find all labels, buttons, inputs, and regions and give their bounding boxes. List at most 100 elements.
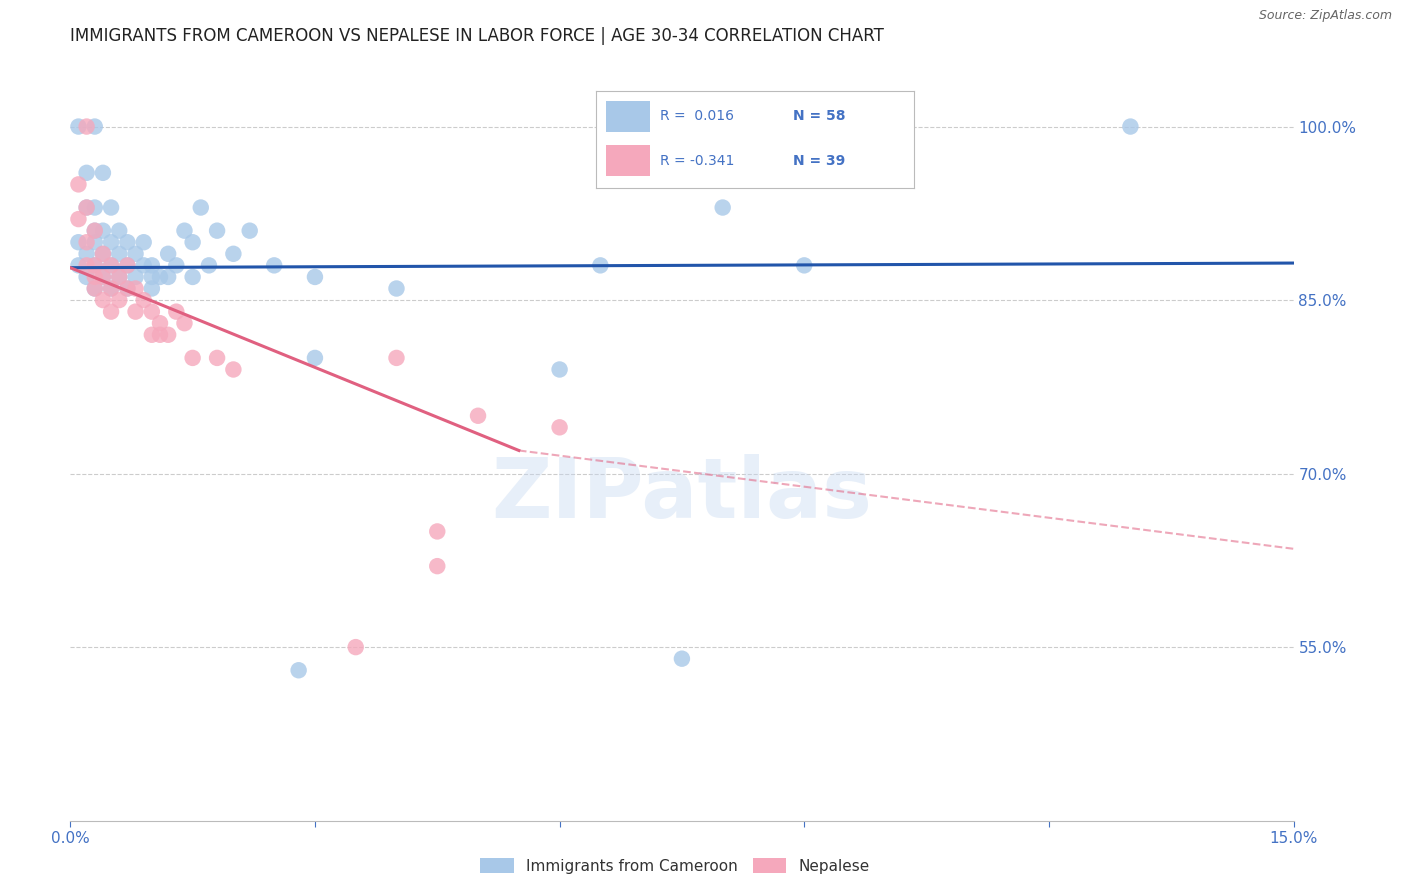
Text: Source: ZipAtlas.com: Source: ZipAtlas.com	[1258, 9, 1392, 22]
Point	[141, 281, 163, 295]
Point	[205, 351, 228, 365]
Point	[91, 247, 114, 261]
Point	[132, 293, 155, 307]
Point	[76, 259, 98, 273]
Point	[67, 212, 90, 227]
Point	[108, 269, 131, 284]
Point	[711, 201, 734, 215]
Point	[385, 281, 408, 295]
Point	[91, 293, 114, 307]
Point	[132, 235, 155, 250]
Point	[181, 235, 204, 250]
Point	[385, 351, 408, 365]
Point	[117, 259, 139, 273]
Point	[165, 259, 187, 273]
Point	[124, 269, 146, 284]
Point	[83, 201, 105, 215]
Point	[205, 224, 228, 238]
Point	[141, 327, 163, 342]
Point	[190, 201, 212, 215]
Point	[589, 259, 612, 273]
Point	[426, 559, 449, 574]
Point	[67, 235, 90, 250]
Point	[548, 362, 571, 376]
Point	[149, 327, 172, 342]
Point	[76, 269, 98, 284]
Legend: Immigrants from Cameroon, Nepalese: Immigrants from Cameroon, Nepalese	[474, 852, 876, 880]
Point	[100, 281, 122, 295]
Point	[117, 281, 139, 295]
Point	[117, 259, 139, 273]
Point	[198, 259, 221, 273]
Point	[1119, 120, 1142, 134]
Point	[100, 259, 122, 273]
Point	[467, 409, 489, 423]
Point	[304, 351, 326, 365]
Point	[222, 362, 245, 376]
Point	[108, 269, 131, 284]
Point	[124, 247, 146, 261]
Point	[141, 304, 163, 318]
Point	[91, 224, 114, 238]
Point	[83, 259, 105, 273]
Point	[239, 224, 262, 238]
Point	[100, 304, 122, 318]
Point	[149, 316, 172, 330]
Point	[426, 524, 449, 539]
Point	[793, 259, 815, 273]
Point	[181, 351, 204, 365]
Point	[76, 235, 98, 250]
Point	[83, 269, 105, 284]
Point	[67, 178, 90, 192]
Point	[67, 259, 90, 273]
Point	[141, 259, 163, 273]
Point	[141, 269, 163, 284]
Point	[67, 120, 90, 134]
Point	[76, 247, 98, 261]
Point	[76, 120, 98, 134]
Point	[108, 293, 131, 307]
Point	[91, 247, 114, 261]
Point	[100, 259, 122, 273]
Point	[157, 247, 180, 261]
Point	[100, 235, 122, 250]
Point	[344, 640, 367, 654]
Point	[83, 224, 105, 238]
Point	[117, 235, 139, 250]
Point	[83, 281, 105, 295]
Point	[173, 316, 195, 330]
Point	[124, 304, 146, 318]
Point	[76, 201, 98, 215]
Point	[165, 304, 187, 318]
Point	[83, 224, 105, 238]
Point	[91, 269, 114, 284]
Point	[91, 269, 114, 284]
Text: IMMIGRANTS FROM CAMEROON VS NEPALESE IN LABOR FORCE | AGE 30-34 CORRELATION CHAR: IMMIGRANTS FROM CAMEROON VS NEPALESE IN …	[70, 27, 884, 45]
Point	[108, 224, 131, 238]
Point	[100, 201, 122, 215]
Point	[263, 259, 285, 273]
Point	[132, 259, 155, 273]
Point	[117, 281, 139, 295]
Point	[173, 224, 195, 238]
Point	[100, 281, 122, 295]
Point	[149, 269, 172, 284]
Point	[76, 201, 98, 215]
Point	[83, 281, 105, 295]
Point	[83, 259, 105, 273]
Point	[671, 651, 693, 665]
Point	[181, 269, 204, 284]
Point	[76, 166, 98, 180]
Point	[108, 247, 131, 261]
Point	[124, 281, 146, 295]
Point	[548, 420, 571, 434]
Text: ZIPatlas: ZIPatlas	[492, 454, 872, 535]
Point	[157, 327, 180, 342]
Point	[157, 269, 180, 284]
Point	[83, 120, 105, 134]
Point	[83, 235, 105, 250]
Point	[287, 663, 309, 677]
Point	[304, 269, 326, 284]
Point	[91, 166, 114, 180]
Point	[222, 247, 245, 261]
